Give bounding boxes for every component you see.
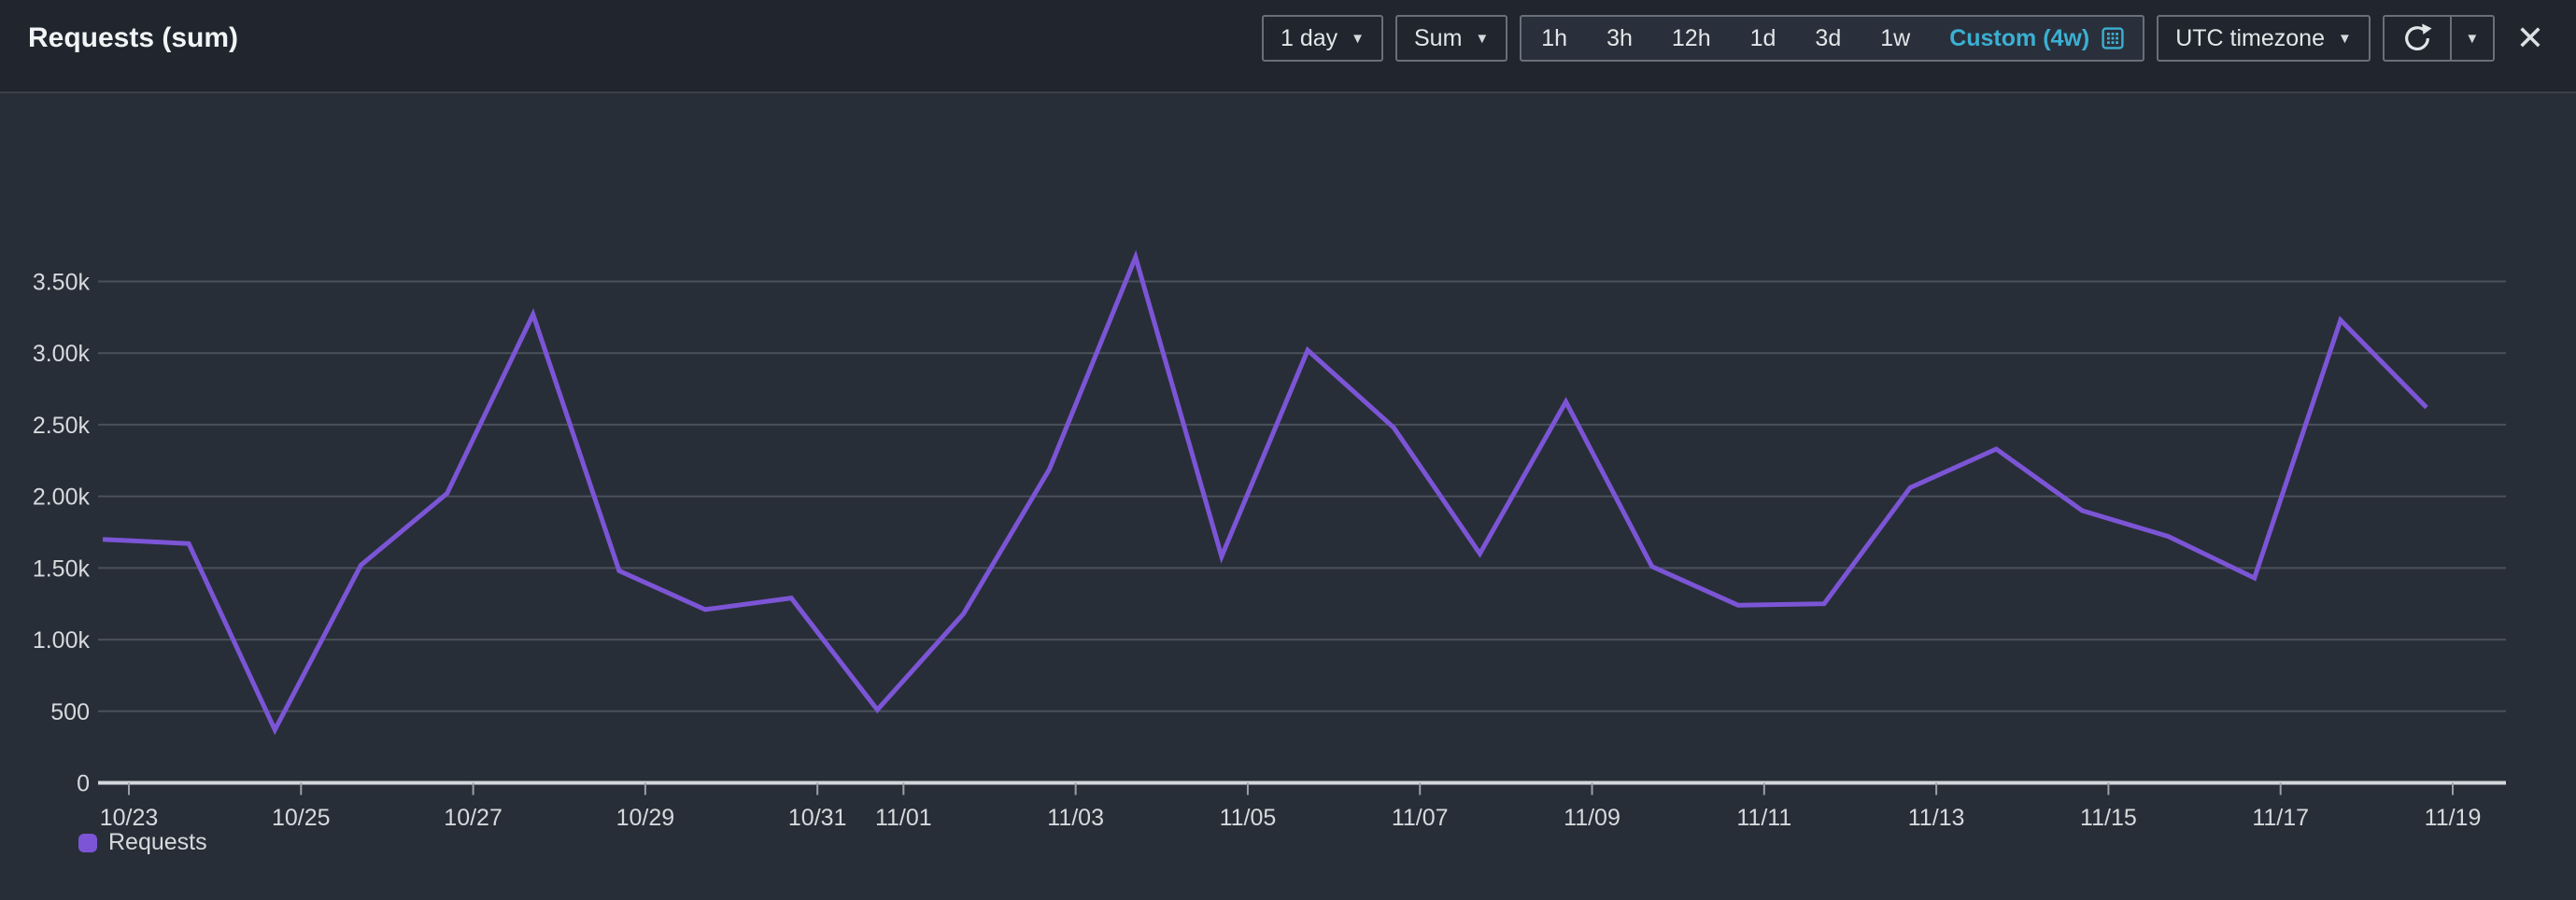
chevron-down-icon: ▼ — [1351, 30, 1365, 47]
y-axis-label: 2.50k — [33, 413, 91, 439]
x-axis-label: 11/09 — [1564, 805, 1621, 831]
range-button-1w[interactable]: 1w — [1861, 17, 1930, 60]
close-icon: ✕ — [2515, 19, 2544, 57]
y-axis-label: 3.00k — [33, 341, 91, 367]
chart-legend[interactable]: Requests — [78, 829, 207, 856]
y-axis-label: 3.50k — [33, 270, 91, 296]
x-axis-label: 10/23 — [100, 805, 159, 831]
x-axis-label: 11/01 — [875, 805, 932, 831]
custom-range-label: Custom (4w) — [1949, 24, 2090, 51]
statistic-dropdown-label: Sum — [1414, 24, 1463, 51]
x-axis-label: 11/19 — [2425, 805, 2482, 831]
range-button-1h[interactable]: 1h — [1522, 17, 1587, 60]
x-axis-label: 10/31 — [788, 805, 847, 831]
page-title: Requests (sum) — [28, 22, 239, 53]
series-line-requests — [102, 249, 2428, 736]
timezone-dropdown[interactable]: UTC timezone ▼ — [2157, 15, 2371, 62]
widget-header: Requests (sum) 1 day ▼ Sum ▼ 1h 3h 12h 1… — [0, 0, 2576, 93]
x-axis-label: 11/05 — [1220, 805, 1277, 831]
period-dropdown[interactable]: 1 day ▼ — [1261, 15, 1383, 62]
refresh-split-button: ▼ — [2382, 15, 2495, 62]
range-button-1d[interactable]: 1d — [1731, 17, 1796, 60]
calendar-icon — [2102, 27, 2124, 49]
refresh-options-button[interactable]: ▼ — [2449, 17, 2493, 60]
refresh-icon — [2404, 23, 2432, 50]
time-range-group: 1h 3h 12h 1d 3d 1w Custom (4w) — [1520, 15, 2145, 62]
range-button-custom[interactable]: Custom (4w) — [1930, 17, 2143, 60]
x-axis-label: 11/13 — [1908, 805, 1965, 831]
range-button-12h[interactable]: 12h — [1652, 17, 1731, 60]
y-axis-label: 1.50k — [33, 555, 91, 582]
y-axis-label: 0 — [77, 771, 90, 797]
x-axis-label: 10/29 — [616, 805, 675, 831]
x-axis-label: 11/11 — [1736, 805, 1791, 831]
timezone-dropdown-label: UTC timezone — [2175, 24, 2325, 51]
chevron-down-icon: ▼ — [1475, 30, 1490, 47]
header-controls: 1 day ▼ Sum ▼ 1h 3h 12h 1d 3d 1w Custom … — [1261, 15, 2544, 62]
y-axis-label: 2.00k — [33, 485, 91, 511]
legend-swatch-requests — [78, 833, 97, 852]
x-axis-label: 11/17 — [2252, 805, 2309, 831]
x-axis-label: 11/03 — [1047, 805, 1104, 831]
period-dropdown-label: 1 day — [1280, 24, 1338, 51]
x-axis-label: 10/27 — [444, 805, 502, 831]
refresh-button[interactable] — [2385, 17, 2450, 60]
y-axis-label: 500 — [50, 699, 90, 725]
x-axis-label: 11/15 — [2080, 805, 2137, 831]
statistic-dropdown[interactable]: Sum ▼ — [1395, 15, 1508, 62]
range-button-3d[interactable]: 3d — [1795, 17, 1861, 60]
chevron-down-icon: ▼ — [2465, 30, 2480, 47]
range-button-3h[interactable]: 3h — [1587, 17, 1652, 60]
x-axis-label: 10/25 — [272, 805, 331, 831]
y-axis-label: 1.00k — [33, 627, 91, 654]
legend-label: Requests — [108, 829, 207, 855]
chevron-down-icon: ▼ — [2337, 30, 2352, 47]
x-axis-label: 11/07 — [1392, 805, 1449, 831]
close-button[interactable]: ✕ — [2507, 15, 2544, 62]
